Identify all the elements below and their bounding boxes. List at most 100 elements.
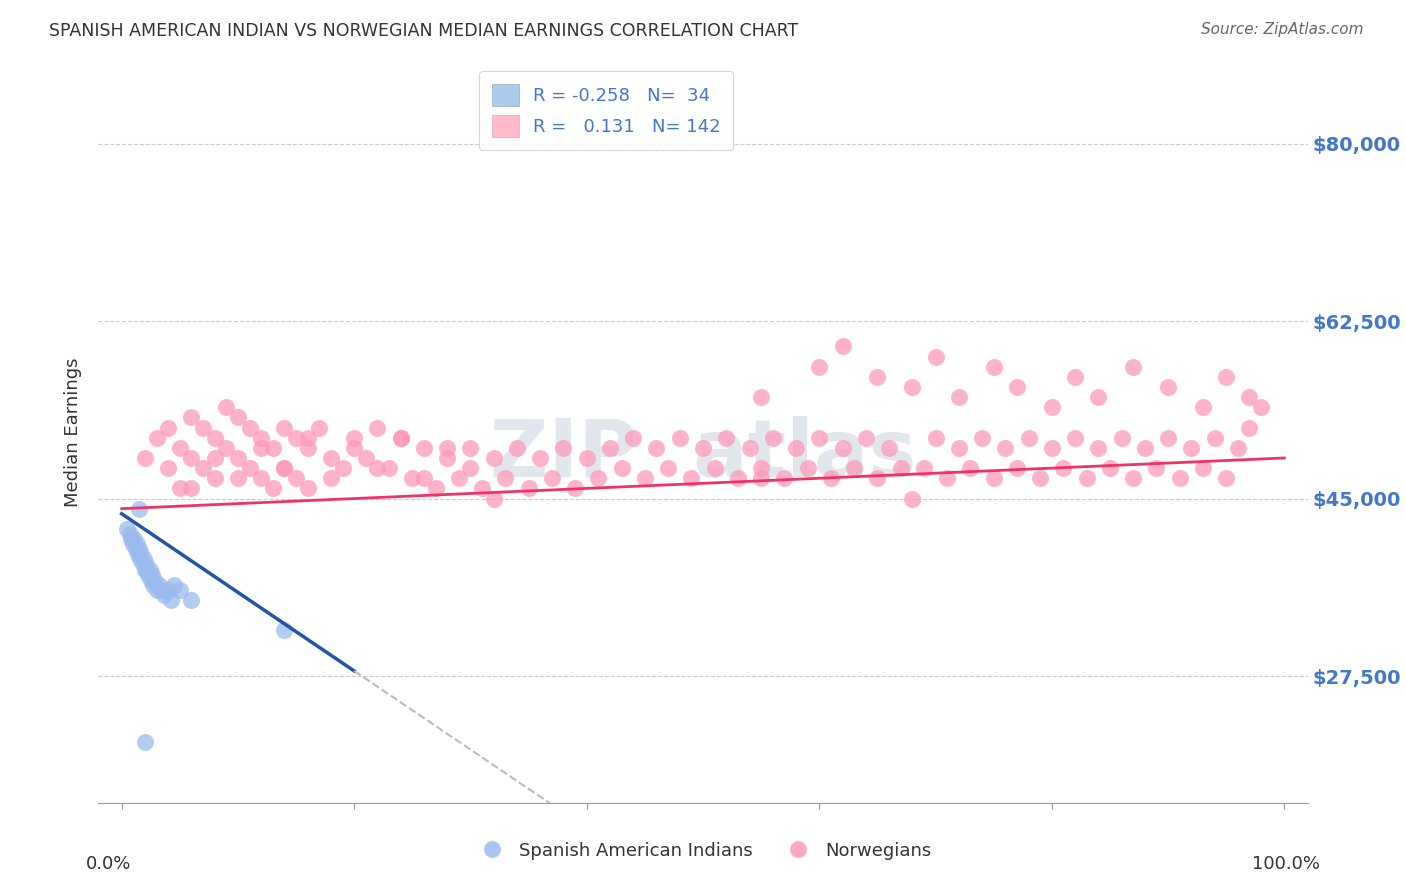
Point — [141, 567, 163, 582]
Point — [136, 562, 159, 576]
Point — [366, 420, 388, 434]
Point — [143, 573, 166, 587]
Point — [135, 558, 157, 572]
Point — [877, 441, 900, 455]
Point — [1180, 441, 1202, 455]
Point — [128, 501, 150, 516]
Point — [285, 431, 308, 445]
Point — [297, 441, 319, 455]
Point — [354, 450, 377, 465]
Point — [924, 350, 946, 364]
Point — [645, 441, 668, 455]
Point — [180, 450, 202, 465]
Point — [134, 562, 156, 576]
Point — [959, 461, 981, 475]
Point — [936, 471, 959, 485]
Point — [366, 461, 388, 475]
Point — [215, 401, 238, 415]
Point — [125, 537, 148, 551]
Point — [215, 441, 238, 455]
Point — [204, 450, 226, 465]
Point — [343, 441, 366, 455]
Point — [1192, 401, 1215, 415]
Point — [1052, 461, 1074, 475]
Point — [1087, 441, 1109, 455]
Point — [460, 441, 482, 455]
Point — [948, 390, 970, 404]
Point — [1005, 461, 1028, 475]
Point — [117, 522, 139, 536]
Point — [529, 450, 551, 465]
Point — [494, 471, 516, 485]
Point — [142, 578, 165, 592]
Point — [308, 420, 330, 434]
Point — [401, 471, 423, 485]
Point — [319, 471, 342, 485]
Point — [239, 420, 262, 434]
Point — [1239, 420, 1261, 434]
Point — [1239, 390, 1261, 404]
Point — [436, 450, 458, 465]
Point — [738, 441, 761, 455]
Y-axis label: Median Earnings: Median Earnings — [65, 358, 83, 508]
Point — [1005, 380, 1028, 394]
Point — [139, 573, 162, 587]
Point — [692, 441, 714, 455]
Text: 100.0%: 100.0% — [1251, 855, 1320, 872]
Point — [948, 441, 970, 455]
Point — [482, 491, 505, 506]
Point — [599, 441, 621, 455]
Point — [575, 450, 598, 465]
Point — [621, 431, 644, 445]
Point — [447, 471, 470, 485]
Point — [1111, 431, 1133, 445]
Point — [262, 441, 284, 455]
Point — [226, 450, 249, 465]
Point — [831, 339, 853, 353]
Point — [138, 562, 160, 576]
Point — [866, 471, 889, 485]
Point — [1076, 471, 1098, 485]
Point — [749, 461, 772, 475]
Point — [540, 471, 562, 485]
Point — [378, 461, 401, 475]
Point — [127, 547, 149, 561]
Point — [191, 461, 214, 475]
Point — [145, 431, 167, 445]
Point — [389, 431, 412, 445]
Point — [343, 431, 366, 445]
Point — [413, 441, 436, 455]
Point — [148, 578, 170, 592]
Point — [1157, 380, 1180, 394]
Point — [808, 431, 831, 445]
Point — [820, 471, 842, 485]
Point — [471, 482, 494, 496]
Point — [285, 471, 308, 485]
Point — [250, 431, 273, 445]
Point — [297, 482, 319, 496]
Point — [118, 527, 141, 541]
Point — [180, 593, 202, 607]
Point — [668, 431, 690, 445]
Point — [657, 461, 679, 475]
Point — [517, 482, 540, 496]
Point — [425, 482, 447, 496]
Point — [180, 482, 202, 496]
Text: ZIP  atlas: ZIP atlas — [489, 416, 917, 494]
Text: SPANISH AMERICAN INDIAN VS NORWEGIAN MEDIAN EARNINGS CORRELATION CHART: SPANISH AMERICAN INDIAN VS NORWEGIAN MED… — [49, 22, 799, 40]
Point — [681, 471, 703, 485]
Point — [273, 420, 295, 434]
Point — [138, 567, 160, 582]
Point — [1250, 401, 1272, 415]
Point — [124, 542, 146, 557]
Point — [145, 582, 167, 597]
Point — [866, 369, 889, 384]
Point — [134, 450, 156, 465]
Point — [157, 420, 180, 434]
Point — [831, 441, 853, 455]
Legend: R = -0.258   N=  34, R =   0.131   N= 142: R = -0.258 N= 34, R = 0.131 N= 142 — [479, 71, 734, 150]
Point — [901, 380, 924, 394]
Point — [1204, 431, 1226, 445]
Point — [1018, 431, 1040, 445]
Point — [482, 450, 505, 465]
